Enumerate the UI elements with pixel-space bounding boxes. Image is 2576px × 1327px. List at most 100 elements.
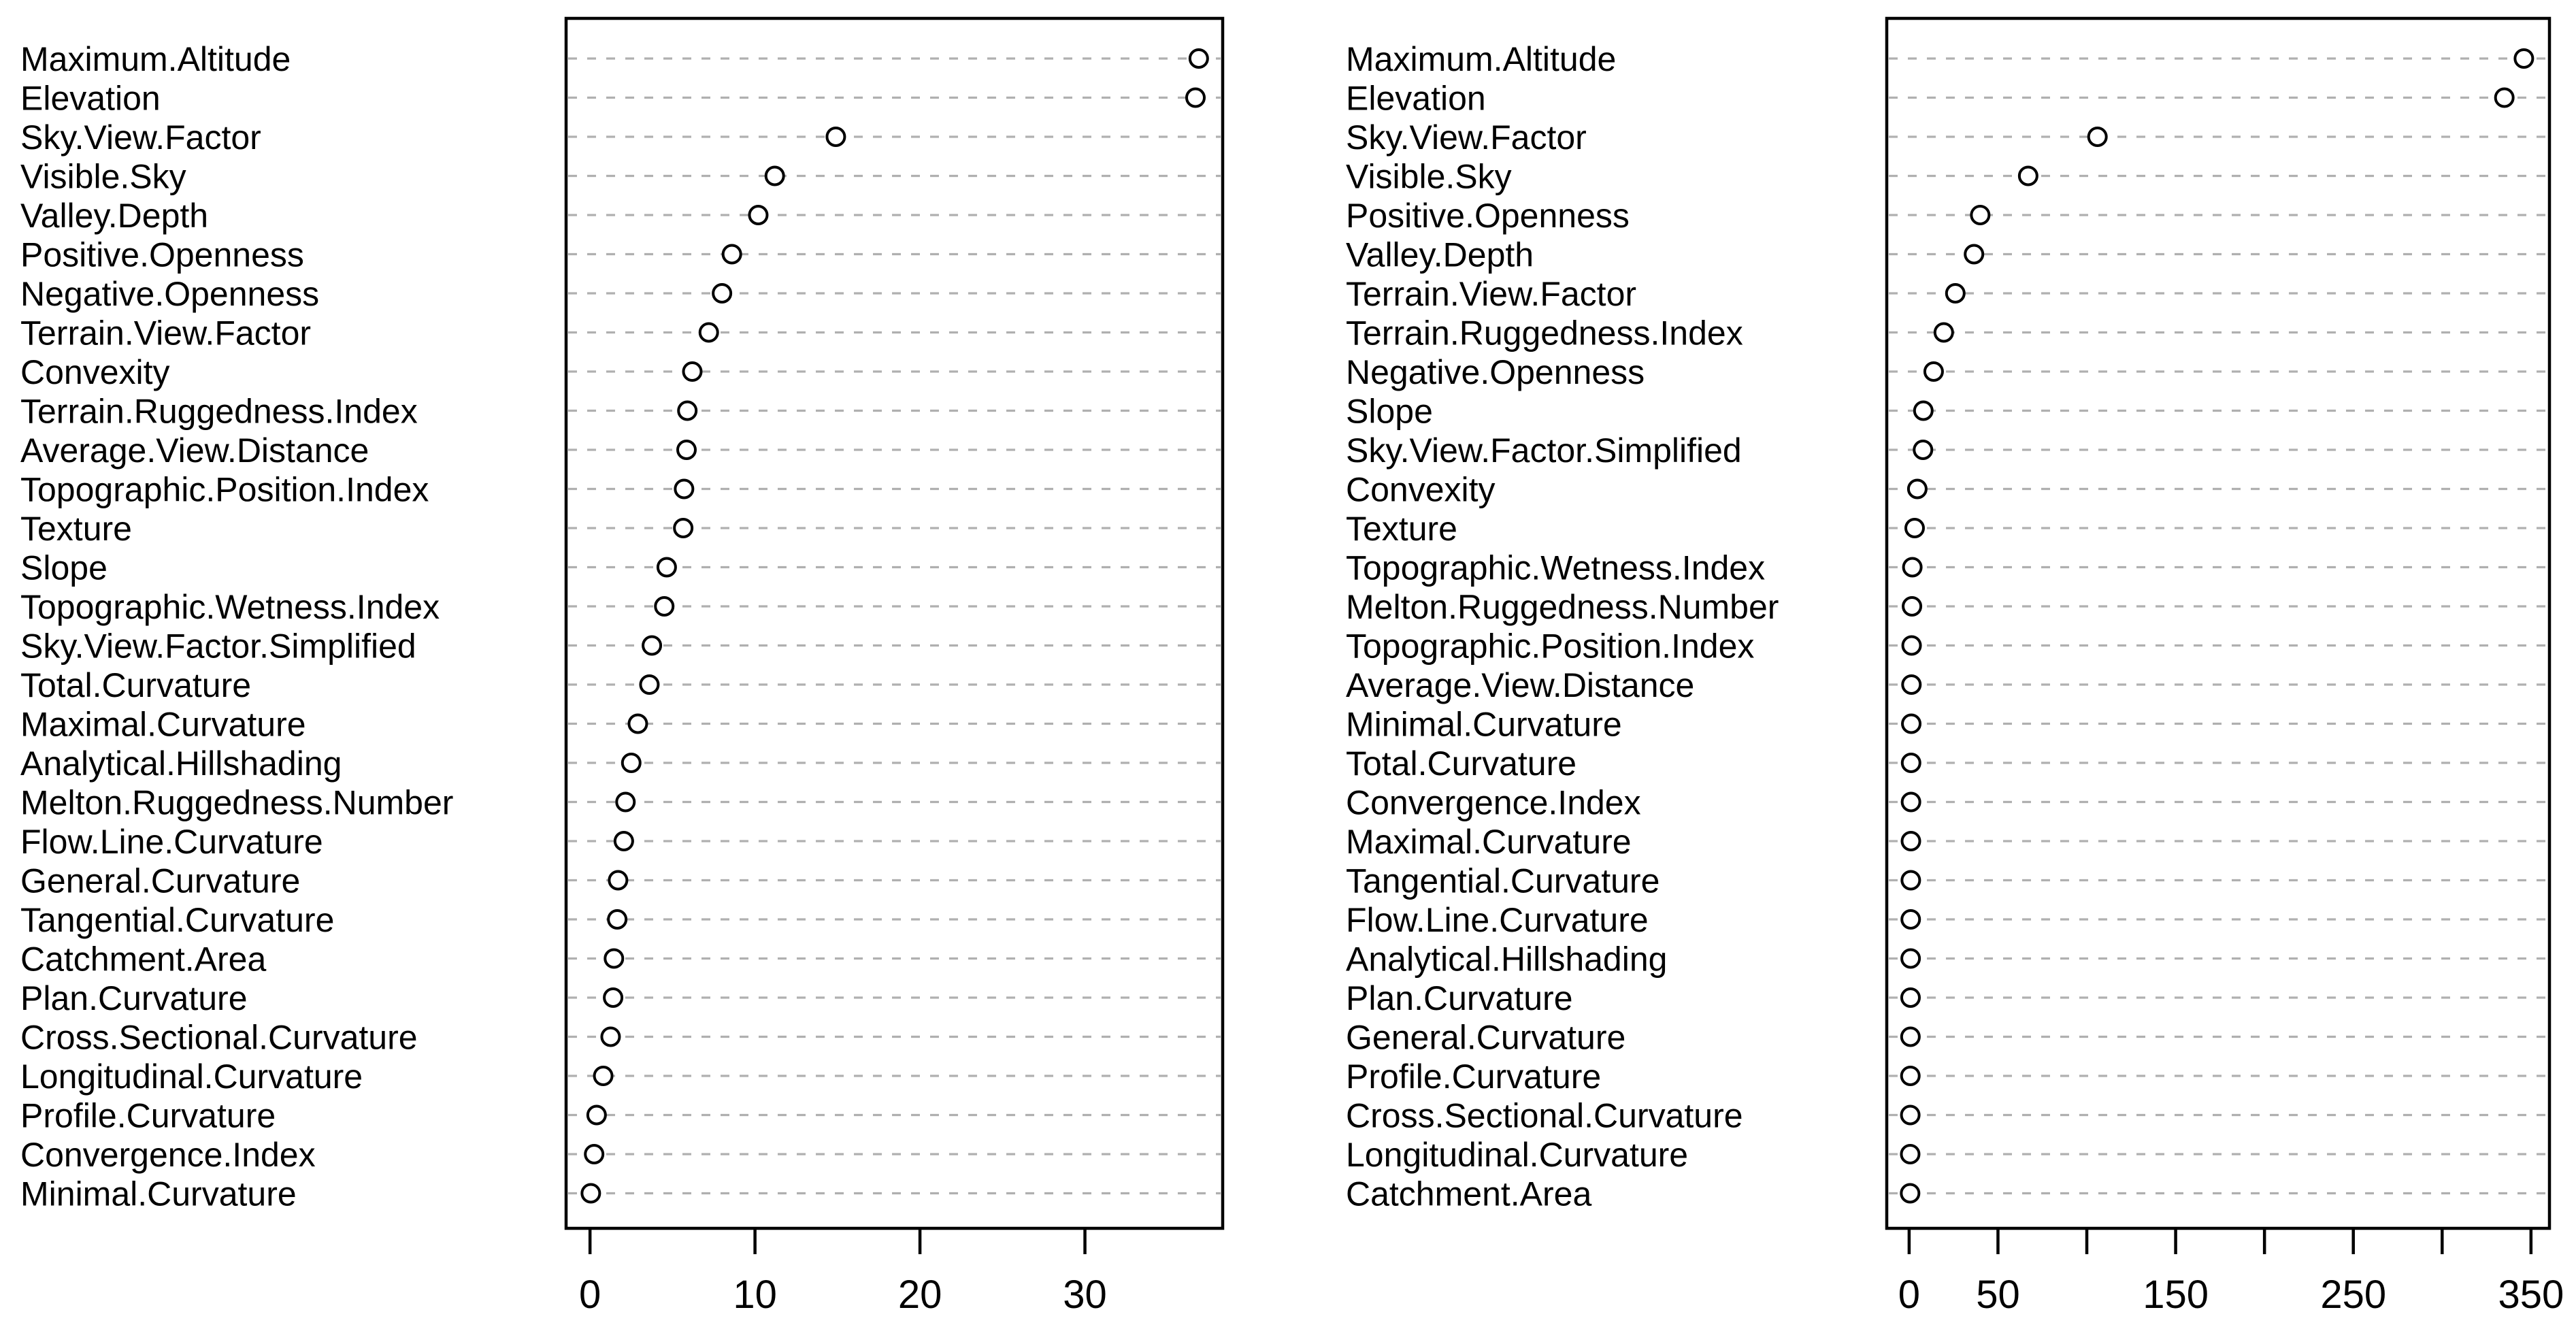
data-point	[627, 713, 648, 734]
data-point	[721, 244, 742, 265]
data-point	[748, 205, 769, 225]
row-label: Sky.View.Factor	[20, 118, 261, 157]
data-point	[825, 127, 846, 147]
row-label: Total.Curvature	[20, 666, 251, 704]
row-label: Terrain.Ruggedness.Index	[1346, 314, 1743, 353]
data-point	[2017, 165, 2038, 186]
row-label: Minimal.Curvature	[1346, 706, 1622, 744]
data-point	[1900, 753, 1921, 773]
x-tick-label: 50	[1976, 1273, 2020, 1317]
row-label: Topographic.Position.Index	[1346, 627, 1754, 666]
row-label: Plan.Curvature	[1346, 979, 1573, 1017]
data-point	[1964, 244, 1985, 265]
data-point	[584, 1144, 605, 1164]
row-label: Terrain.Ruggedness.Index	[20, 393, 418, 431]
data-point	[2494, 87, 2515, 108]
x-tick-label: 0	[1898, 1273, 1920, 1317]
data-point	[1970, 205, 1991, 225]
data-point	[604, 948, 625, 969]
row-label: Sky.View.Factor.Simplified	[1346, 431, 1742, 470]
data-point	[654, 596, 675, 617]
data-point	[1901, 635, 1922, 656]
plot-border	[1885, 16, 2552, 1230]
data-point	[608, 870, 629, 891]
data-point	[2513, 48, 2534, 69]
importance-panel-left: Maximum.AltitudeElevationSky.View.Factor…	[20, 16, 1225, 1317]
data-point	[1900, 909, 1921, 930]
data-point	[603, 987, 624, 1008]
row-label: Cross.Sectional.Curvature	[20, 1019, 418, 1057]
data-point	[593, 1066, 614, 1086]
row-label: Profile.Curvature	[1346, 1058, 1601, 1096]
x-tick-label: 0	[579, 1273, 601, 1317]
row-label: Maximal.Curvature	[1346, 823, 1632, 861]
data-point	[1906, 478, 1928, 499]
data-point	[764, 165, 785, 186]
data-point	[1902, 596, 1923, 617]
row-label: Texture	[1346, 510, 1457, 548]
row-label: Slope	[1346, 393, 1433, 431]
row-label: Topographic.Position.Index	[20, 471, 429, 509]
row-label: Sky.View.Factor	[1346, 118, 1587, 157]
row-label: Valley.Depth	[20, 197, 208, 235]
row-label: Negative.Openness	[1346, 353, 1645, 391]
importance-panel-right: Maximum.AltitudeElevationSky.View.Factor…	[1346, 16, 2564, 1317]
x-tick-label: 350	[2498, 1273, 2564, 1317]
data-point	[676, 440, 697, 460]
row-label: Flow.Line.Curvature	[1346, 901, 1649, 939]
data-point	[600, 1026, 621, 1047]
data-point	[1900, 870, 1921, 891]
row-label: Elevation	[1346, 80, 1486, 118]
data-point	[673, 518, 694, 538]
row-label: Topographic.Wetness.Index	[1346, 549, 1765, 587]
data-point	[1923, 361, 1944, 382]
x-tick-label: 150	[2143, 1273, 2209, 1317]
x-tick-label: 10	[733, 1273, 777, 1317]
row-label: General.Curvature	[1346, 1019, 1625, 1057]
data-point	[607, 909, 628, 930]
row-label: Convergence.Index	[20, 1136, 316, 1174]
data-point	[1185, 87, 1206, 108]
row-label: Plan.Curvature	[20, 979, 248, 1017]
row-label: Average.View.Distance	[20, 431, 369, 470]
row-label: Maximum.Altitude	[1346, 40, 1616, 78]
row-label: Positive.Openness	[20, 236, 304, 274]
row-label: Positive.Openness	[1346, 197, 1630, 235]
row-label: Convergence.Index	[1346, 784, 1641, 822]
data-point	[1901, 674, 1922, 695]
plot-border	[564, 16, 1225, 1230]
row-label: Longitudinal.Curvature	[20, 1058, 363, 1096]
data-point	[1913, 440, 1934, 460]
row-label: Tangential.Curvature	[1346, 862, 1659, 900]
data-point	[1945, 283, 1966, 304]
row-label: Analytical.Hillshading	[1346, 940, 1667, 979]
data-point	[642, 635, 663, 656]
data-point	[674, 478, 695, 499]
row-label: Maximal.Curvature	[20, 706, 306, 744]
data-point	[1904, 518, 1925, 538]
data-point	[1900, 1104, 1921, 1126]
row-label: Maximum.Altitude	[20, 40, 291, 78]
data-point	[1933, 322, 1954, 343]
data-point	[1901, 713, 1922, 734]
data-point	[698, 322, 719, 343]
data-point	[621, 753, 642, 773]
data-point	[1900, 1026, 1921, 1047]
data-point	[2087, 127, 2108, 147]
row-label: Flow.Line.Curvature	[20, 823, 323, 861]
data-point	[1900, 1066, 1921, 1086]
row-label: Minimal.Curvature	[20, 1175, 297, 1213]
row-label: Elevation	[20, 80, 161, 118]
data-point	[613, 831, 634, 851]
row-label: Analytical.Hillshading	[20, 744, 342, 783]
row-label: Convexity	[20, 353, 170, 391]
data-point	[639, 674, 660, 695]
row-label: Melton.Ruggedness.Number	[20, 784, 453, 822]
data-point	[1900, 987, 1921, 1008]
data-point	[682, 361, 703, 382]
row-label: Topographic.Wetness.Index	[20, 588, 440, 626]
data-point	[1188, 48, 1209, 69]
row-label: Visible.Sky	[1346, 158, 1512, 196]
row-label: Valley.Depth	[1346, 236, 1534, 274]
